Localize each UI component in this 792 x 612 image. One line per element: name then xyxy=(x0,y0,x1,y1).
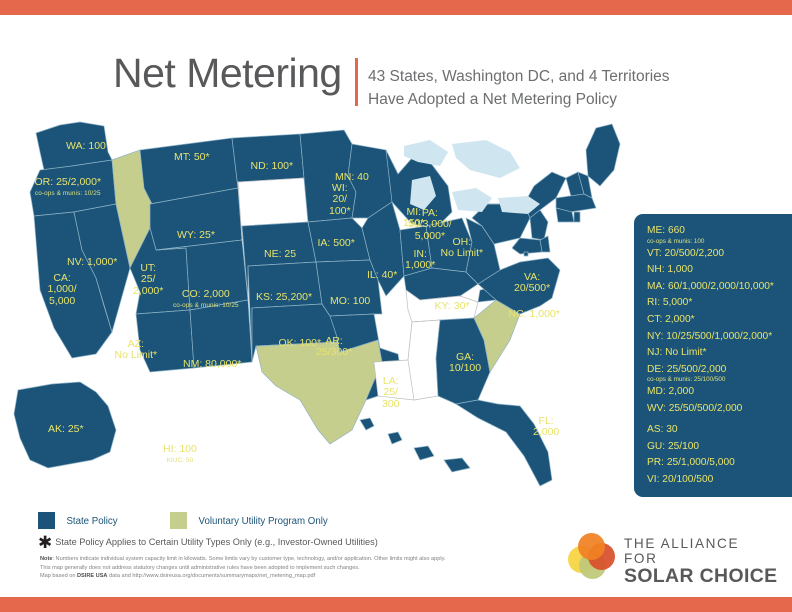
panel-row-note: co-ops & munis: 100 xyxy=(647,237,705,245)
subtitle-line-1: 43 States, Washington DC, and 4 Territor… xyxy=(368,68,670,85)
state-OH[interactable] xyxy=(425,217,473,273)
panel-row: VT: 20/500/2,200 xyxy=(647,247,725,259)
panel-row: ME: 660 co-ops & munis: 100 xyxy=(647,223,792,246)
state-WA[interactable] xyxy=(35,121,113,171)
panel-row: NJ: No Limit* xyxy=(647,347,707,359)
lake-3 xyxy=(452,188,492,212)
panel-row: GU: 25/100 xyxy=(647,440,700,452)
panel-row-note: co-ops & munis: 25/100/500 xyxy=(647,376,726,384)
state-NM[interactable] xyxy=(189,299,253,369)
logo-wordmark: THE ALLIANCE FOR SOLAR CHOICE xyxy=(624,536,778,587)
panel-row: VI: 20/100/500 xyxy=(647,473,714,485)
panel-row: WV: 25/50/500/2,000 xyxy=(647,402,743,414)
asterisk-icon: ✱ xyxy=(38,533,53,552)
state-HI[interactable] xyxy=(359,417,375,431)
northeast-states-panel: ME: 660 co-ops & munis: 100 VT: 20/500/2,2… xyxy=(634,214,792,444)
footnote-source-post: data and http://www.dsireusa.org/documen… xyxy=(107,573,316,580)
subtitle: 43 States, Washington DC, and 4 Territor… xyxy=(368,65,670,111)
state-VA[interactable] xyxy=(477,257,561,315)
territories-panel: AS: 30 GU: 25/100 PR: 25/1,000/5,000 VI: 20… xyxy=(634,413,792,498)
state-MN[interactable] xyxy=(299,129,357,223)
organization-logo: THE ALLIANCE FOR SOLAR CHOICE xyxy=(568,530,778,587)
footnote-line-1-text: : Numbers indicate individual system cap… xyxy=(52,556,446,562)
title-divider xyxy=(355,58,358,106)
state-MD[interactable] xyxy=(511,237,543,255)
state-RI[interactable] xyxy=(573,211,581,223)
footnote: Note: Numbers indicate individual system… xyxy=(40,555,540,581)
top-accent-bar xyxy=(0,0,792,15)
footnote-line-2: This map generally does not address stat… xyxy=(40,564,360,571)
logo-circle-orange xyxy=(578,533,605,560)
panel-row: MA: 60/1,000/2,000/10,000* xyxy=(647,280,774,292)
panel-row: DE: 25/500/2,000 co-ops & munis: 25/100/5… xyxy=(647,362,792,385)
state-FL[interactable] xyxy=(455,399,553,487)
state-AL[interactable] xyxy=(407,319,441,401)
state-IL[interactable] xyxy=(361,201,405,297)
legend: State Policy Voluntary Utility Program O… xyxy=(38,512,328,530)
legend-label-state-policy: State Policy xyxy=(66,516,118,527)
panel-row: NH: 1,000 xyxy=(647,264,693,276)
logo-line-2: SOLAR CHOICE xyxy=(624,565,778,587)
state-HI[interactable] xyxy=(413,445,435,461)
legend-swatch-voluntary xyxy=(170,512,188,529)
state-MO[interactable] xyxy=(315,259,383,317)
us-map[interactable]: WA: 100 OR: 25/2,000* co-ops & munis: 10/2… xyxy=(0,100,640,500)
footnote-line-3: Map based on DSIRE USA data and http://w… xyxy=(40,572,540,581)
panel-row: NY: 10/25/500/1,000/2,000* xyxy=(647,330,773,342)
panel-row: PR: 25/1,000/5,000 xyxy=(647,457,735,469)
footnote-source-pre: Map based on xyxy=(40,573,78,580)
state-AZ[interactable] xyxy=(135,309,195,373)
state-IA[interactable] xyxy=(307,217,371,263)
great-lakes xyxy=(404,140,540,214)
footnote-note-label: Note xyxy=(40,556,53,562)
footnote-source: DSIRE USA xyxy=(77,573,108,580)
legend-asterisk-row: ✱ State Policy Applies to Certain Utility… xyxy=(38,533,378,553)
state-AK[interactable] xyxy=(13,381,117,469)
bottom-accent-bar xyxy=(0,597,792,612)
panel-row: AS: 30 xyxy=(647,424,678,435)
us-map-svg[interactable] xyxy=(0,100,640,500)
state-NJ[interactable] xyxy=(529,209,549,241)
lake-2 xyxy=(410,176,436,210)
state-HI[interactable] xyxy=(443,457,471,473)
footnote-line-1: Note: Numbers indicate individual system… xyxy=(40,555,540,564)
panel-row: RI: 5,000* xyxy=(647,297,693,309)
legend-asterisk-note: State Policy Applies to Certain Utility … xyxy=(55,537,378,547)
panel-row: MD: 2,000 xyxy=(647,386,694,398)
logo-line-1: THE ALLIANCE FOR xyxy=(624,536,740,566)
lake-1 xyxy=(452,140,520,178)
subtitle-line-2: Have Adopted a Net Metering Policy xyxy=(368,91,617,108)
state-TN[interactable] xyxy=(405,289,479,323)
header: Net Metering 43 States, Washington DC, a… xyxy=(0,22,792,108)
page-title: Net Metering xyxy=(113,50,342,96)
four-circle-sun-icon xyxy=(568,533,616,579)
state-DC[interactable] xyxy=(523,251,529,257)
state-ME[interactable] xyxy=(585,123,621,187)
panel-row: CT: 2,000* xyxy=(647,313,695,325)
state-TX[interactable] xyxy=(255,339,383,445)
legend-swatch-state-policy xyxy=(38,512,55,529)
legend-label-voluntary: Voluntary Utility Program Only xyxy=(198,516,328,527)
lake-0 xyxy=(404,140,448,166)
lake-4 xyxy=(498,196,540,214)
state-HI[interactable] xyxy=(387,431,403,445)
